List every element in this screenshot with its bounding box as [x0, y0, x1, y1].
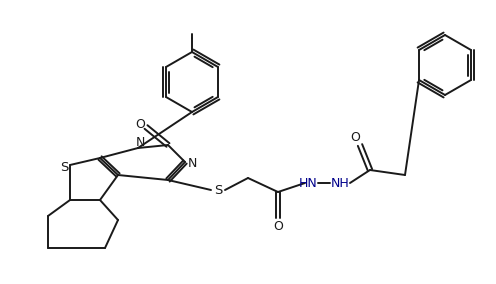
Text: S: S	[214, 183, 222, 197]
Text: N: N	[187, 156, 197, 170]
Text: O: O	[350, 131, 360, 143]
Text: O: O	[135, 118, 145, 131]
Text: S: S	[60, 160, 68, 174]
Text: N: N	[135, 135, 145, 149]
Text: NH: NH	[331, 176, 349, 189]
Text: HN: HN	[299, 176, 317, 189]
Text: O: O	[273, 220, 283, 233]
